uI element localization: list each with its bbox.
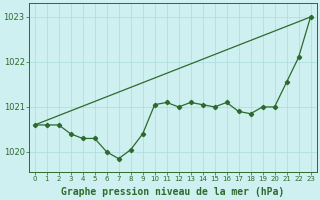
X-axis label: Graphe pression niveau de la mer (hPa): Graphe pression niveau de la mer (hPa) (61, 186, 284, 197)
